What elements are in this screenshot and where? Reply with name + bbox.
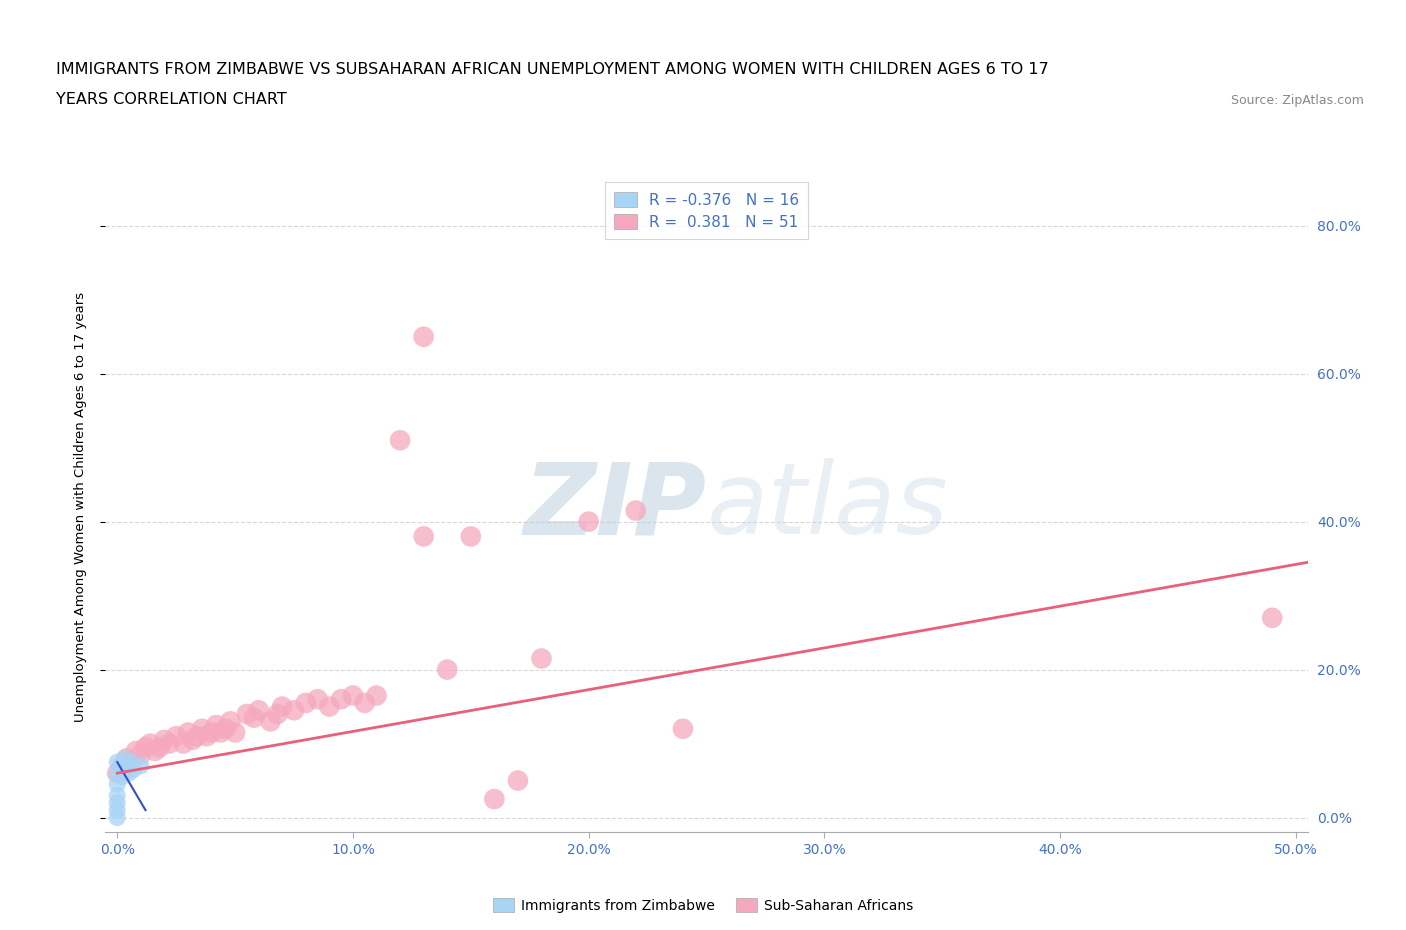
Point: [330, 692, 353, 707]
Point: [129, 747, 152, 762]
Point: [412, 529, 434, 544]
Point: [200, 725, 222, 740]
Y-axis label: Unemployment Among Women with Children Ages 6 to 17 years: Unemployment Among Women with Children A…: [75, 292, 87, 722]
Point: [157, 737, 180, 751]
Point: [105, 754, 128, 769]
Point: [153, 733, 176, 748]
Point: [460, 529, 482, 544]
Point: [214, 722, 236, 737]
Point: [412, 329, 434, 344]
Point: [105, 765, 128, 780]
Point: [111, 758, 134, 773]
Point: [209, 725, 232, 740]
Point: [105, 777, 128, 791]
Point: [105, 788, 128, 803]
Point: [105, 795, 128, 810]
Point: [318, 699, 340, 714]
Point: [389, 432, 412, 447]
Point: [118, 765, 141, 780]
Point: [115, 758, 138, 773]
Point: [1261, 610, 1284, 625]
Point: [186, 729, 208, 744]
Point: [111, 758, 134, 773]
Point: [236, 707, 259, 722]
Point: [195, 729, 218, 744]
Legend: R = -0.376   N = 16, R =  0.381   N = 51: R = -0.376 N = 16, R = 0.381 N = 51: [605, 182, 808, 239]
Point: [247, 703, 270, 718]
Point: [139, 737, 162, 751]
Text: ZIP: ZIP: [523, 458, 707, 555]
Point: [295, 696, 318, 711]
Point: [125, 744, 148, 759]
Point: [271, 699, 294, 714]
Point: [436, 662, 458, 677]
Point: [172, 737, 194, 751]
Point: [177, 725, 200, 740]
Point: [165, 729, 187, 744]
Point: [105, 803, 128, 817]
Point: [111, 769, 134, 784]
Point: [283, 703, 305, 718]
Point: [120, 754, 142, 769]
Point: [115, 751, 138, 765]
Point: [149, 740, 172, 755]
Point: [105, 810, 128, 825]
Point: [624, 503, 647, 518]
Text: Source: ZipAtlas.com: Source: ZipAtlas.com: [1230, 94, 1364, 107]
Text: YEARS CORRELATION CHART: YEARS CORRELATION CHART: [56, 92, 287, 107]
Point: [353, 696, 375, 711]
Point: [105, 765, 128, 780]
Point: [135, 740, 157, 755]
Point: [112, 751, 135, 765]
Point: [307, 692, 329, 707]
Point: [672, 722, 695, 737]
Point: [205, 718, 228, 733]
Point: [342, 688, 364, 703]
Point: [143, 744, 166, 759]
Text: atlas: atlas: [707, 458, 948, 555]
Point: [484, 791, 506, 806]
Point: [243, 711, 266, 725]
Legend: Immigrants from Zimbabwe, Sub-Saharan Africans: Immigrants from Zimbabwe, Sub-Saharan Af…: [488, 893, 918, 919]
Point: [366, 688, 388, 703]
Point: [530, 651, 553, 666]
Point: [219, 714, 242, 729]
Point: [259, 714, 281, 729]
Text: IMMIGRANTS FROM ZIMBABWE VS SUBSAHARAN AFRICAN UNEMPLOYMENT AMONG WOMEN WITH CHI: IMMIGRANTS FROM ZIMBABWE VS SUBSAHARAN A…: [56, 62, 1049, 77]
Point: [266, 707, 288, 722]
Point: [191, 722, 214, 737]
Point: [112, 762, 135, 777]
Point: [129, 758, 152, 773]
Point: [122, 762, 145, 777]
Point: [181, 733, 204, 748]
Point: [120, 754, 142, 769]
Point: [578, 514, 600, 529]
Point: [506, 773, 529, 788]
Point: [224, 725, 246, 740]
